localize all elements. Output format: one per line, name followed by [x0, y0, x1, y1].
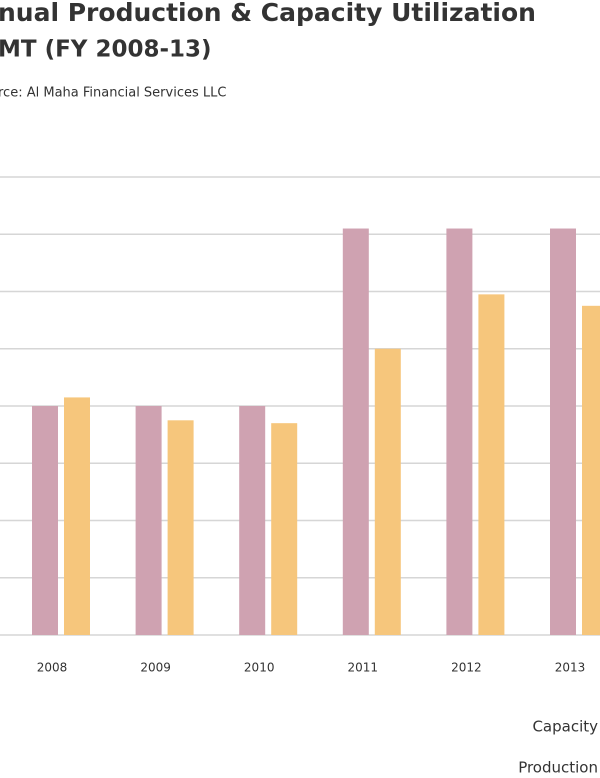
- bar: [446, 228, 473, 635]
- chart-source: rce: Al Maha Financial Services LLC: [0, 86, 226, 101]
- chart-subtitle: MT (FY 2008-13): [0, 37, 212, 63]
- x-tick-label: 2009: [140, 661, 171, 675]
- bar: [550, 228, 576, 635]
- bar: [374, 348, 401, 635]
- bar: [478, 294, 505, 635]
- bar: [271, 423, 298, 635]
- bar: [135, 406, 162, 635]
- bar: [167, 420, 194, 635]
- legend-label: Production: [518, 759, 598, 777]
- x-tick-label: 2011: [348, 661, 379, 675]
- bar: [239, 406, 266, 635]
- x-tick-label: 2012: [451, 661, 482, 675]
- bar: [342, 228, 369, 635]
- bars: [32, 228, 600, 635]
- grid: [0, 176, 600, 636]
- bar: [582, 305, 600, 635]
- bar: [32, 406, 58, 635]
- bar: [64, 397, 90, 635]
- chart-title: nual Production & Capacity Utilization: [0, 0, 536, 27]
- legend-label: Capacity: [532, 718, 598, 736]
- x-tick-label: 2008: [37, 661, 68, 675]
- x-tick-label: 2013: [555, 661, 586, 675]
- x-tick-label: 2010: [244, 661, 275, 675]
